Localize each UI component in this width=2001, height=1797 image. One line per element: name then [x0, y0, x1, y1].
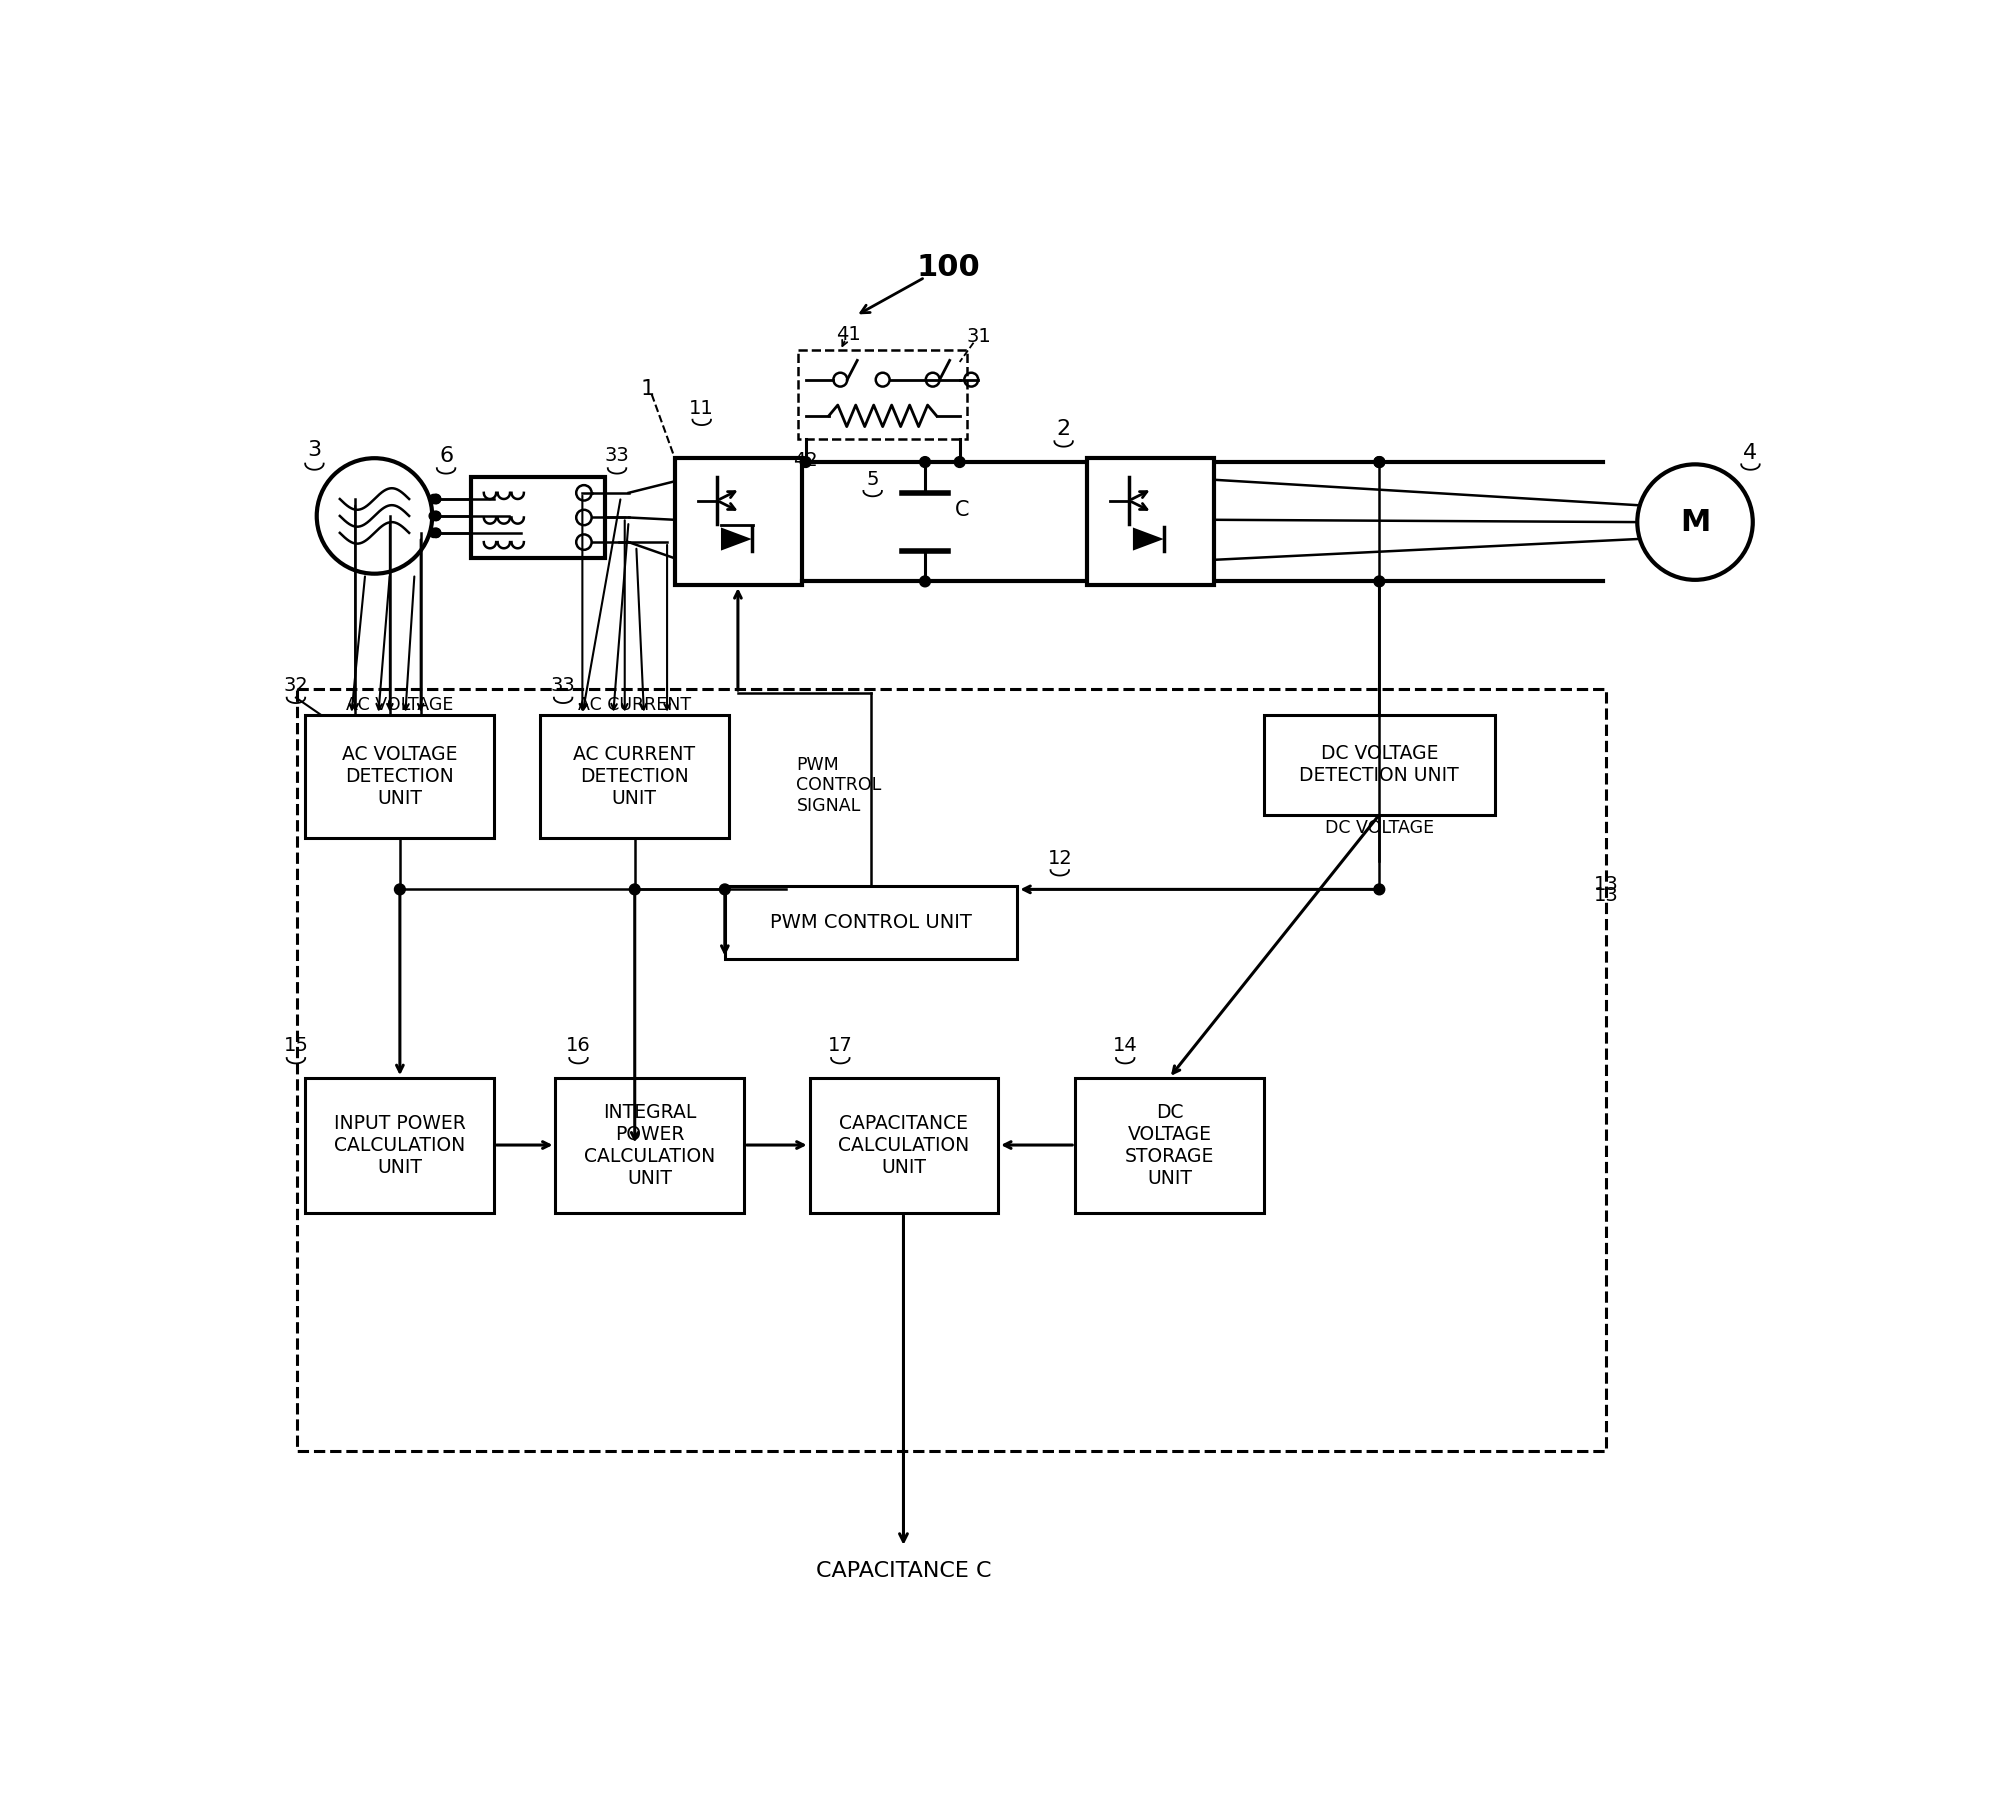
Text: AC CURRENT
DETECTION
UNIT: AC CURRENT DETECTION UNIT — [574, 744, 696, 807]
Bar — [306, 1078, 494, 1213]
Circle shape — [432, 494, 440, 503]
Text: PWM CONTROL UNIT: PWM CONTROL UNIT — [770, 913, 972, 931]
Polygon shape — [720, 528, 752, 550]
Text: M: M — [1681, 507, 1711, 537]
Text: 100: 100 — [916, 253, 980, 282]
Bar — [306, 715, 494, 837]
Bar — [1265, 715, 1495, 814]
Text: DC
VOLTAGE
STORAGE
UNIT: DC VOLTAGE STORAGE UNIT — [1125, 1103, 1215, 1188]
Circle shape — [954, 456, 964, 467]
Text: 6: 6 — [438, 446, 452, 465]
Bar — [674, 458, 802, 586]
Bar — [1087, 458, 1215, 586]
Circle shape — [630, 884, 640, 895]
Text: CAPACITANCE
CALCULATION
UNIT: CAPACITANCE CALCULATION UNIT — [838, 1114, 968, 1177]
Text: 4: 4 — [1743, 442, 1757, 464]
Text: 32: 32 — [284, 676, 308, 695]
Text: AC VOLTAGE
DETECTION
UNIT: AC VOLTAGE DETECTION UNIT — [342, 744, 458, 807]
Text: CAPACITANCE C: CAPACITANCE C — [816, 1562, 990, 1581]
Circle shape — [394, 884, 406, 895]
Text: DC VOLTAGE: DC VOLTAGE — [1325, 819, 1435, 837]
Circle shape — [920, 456, 930, 467]
Circle shape — [432, 528, 440, 537]
Text: AC CURRENT: AC CURRENT — [578, 695, 690, 713]
Text: INTEGRAL
POWER
CALCULATION
UNIT: INTEGRAL POWER CALCULATION UNIT — [584, 1103, 716, 1188]
Text: DC VOLTAGE
DETECTION UNIT: DC VOLTAGE DETECTION UNIT — [1299, 744, 1459, 785]
Bar — [298, 690, 1607, 1452]
Circle shape — [1375, 456, 1385, 467]
Text: 17: 17 — [828, 1037, 852, 1055]
Text: 2: 2 — [1057, 419, 1071, 438]
Text: 41: 41 — [836, 325, 860, 345]
Text: C: C — [954, 500, 968, 519]
Text: PWM
CONTROL
SIGNAL: PWM CONTROL SIGNAL — [796, 757, 882, 816]
Circle shape — [720, 884, 730, 895]
Text: 16: 16 — [566, 1037, 590, 1055]
Bar — [798, 350, 966, 438]
Circle shape — [428, 528, 438, 537]
Circle shape — [432, 494, 440, 503]
Text: 33: 33 — [550, 676, 576, 695]
Bar — [724, 886, 1017, 958]
Text: 12: 12 — [1047, 850, 1073, 868]
Text: INPUT POWER
CALCULATION
UNIT: INPUT POWER CALCULATION UNIT — [334, 1114, 466, 1177]
Text: 42: 42 — [792, 451, 818, 471]
Bar — [810, 1078, 998, 1213]
Circle shape — [800, 456, 810, 467]
Text: 13: 13 — [1595, 875, 1619, 893]
Circle shape — [1375, 884, 1385, 895]
Bar — [1075, 1078, 1265, 1213]
Circle shape — [1375, 577, 1385, 588]
Circle shape — [920, 577, 930, 588]
Circle shape — [432, 512, 440, 521]
Text: 13: 13 — [1595, 886, 1619, 906]
Text: 31: 31 — [966, 327, 990, 347]
Text: 33: 33 — [604, 446, 630, 465]
Text: 1: 1 — [640, 379, 654, 399]
Text: 14: 14 — [1113, 1037, 1139, 1055]
Circle shape — [432, 512, 440, 521]
Text: 11: 11 — [690, 399, 714, 417]
Circle shape — [432, 528, 440, 537]
Circle shape — [1375, 456, 1385, 467]
Text: 3: 3 — [308, 440, 322, 460]
Text: 5: 5 — [866, 469, 878, 489]
Text: AC VOLTAGE: AC VOLTAGE — [346, 695, 454, 713]
Text: 15: 15 — [284, 1037, 308, 1055]
Polygon shape — [1133, 528, 1165, 550]
Bar — [470, 478, 606, 559]
Bar — [540, 715, 728, 837]
Bar — [556, 1078, 744, 1213]
Circle shape — [428, 494, 438, 503]
Circle shape — [428, 512, 438, 521]
